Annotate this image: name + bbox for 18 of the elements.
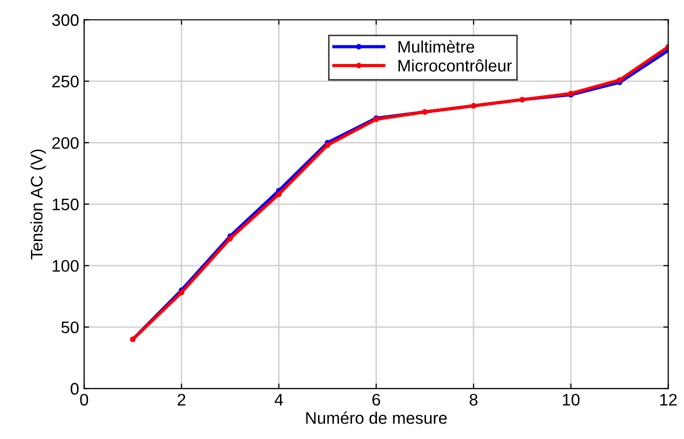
x-tick-label: 4 (274, 394, 283, 406)
y-tick-label: 200 (52, 137, 79, 149)
y-tick-label: 0 (70, 382, 79, 395)
y-tick-label: 50 (61, 321, 79, 334)
x-tick-label: 10 (562, 394, 580, 406)
legend-label: Multimètre (398, 40, 474, 53)
y-tick-label: 150 (52, 198, 79, 210)
x-tick-label: 8 (470, 394, 478, 406)
y-tick-label: 300 (52, 14, 79, 26)
y-tick-label: 250 (52, 76, 79, 88)
y-tick-label: 100 (52, 260, 79, 272)
x-tick-label: 12 (660, 394, 677, 406)
x-tick-label: 0 (80, 394, 88, 406)
legend-label: Microcontrôleur (398, 59, 512, 72)
x-axis-title: Numéro de mesure (306, 411, 447, 424)
x-tick-label: 6 (372, 394, 380, 406)
x-tick-label: 2 (178, 394, 186, 406)
y-axis-title: Tension AC (V) (30, 150, 46, 260)
